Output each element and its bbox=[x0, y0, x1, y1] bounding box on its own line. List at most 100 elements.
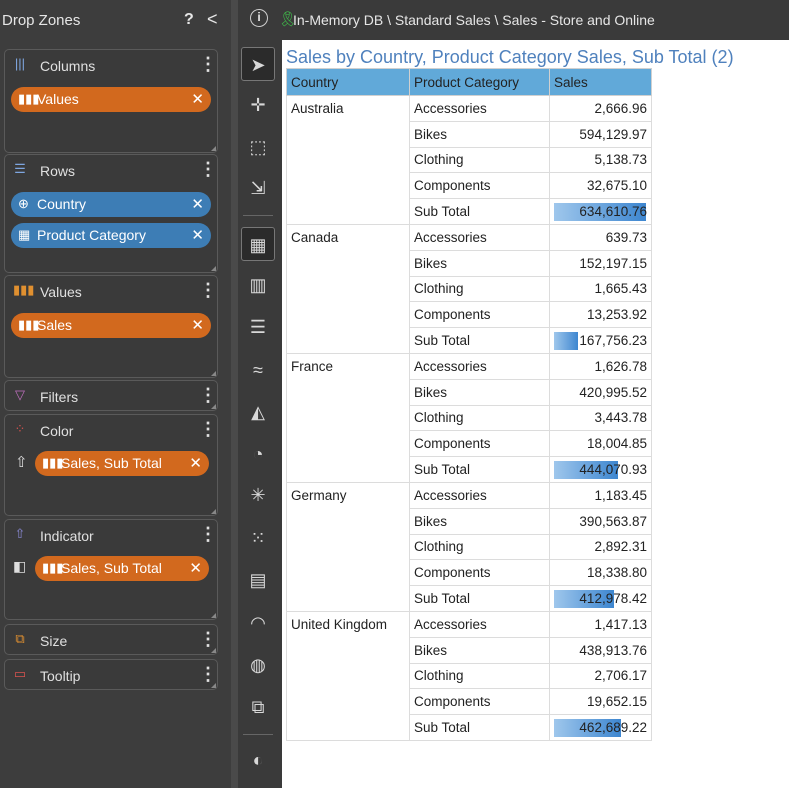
gauge-icon[interactable]: ◠ bbox=[250, 613, 266, 633]
remove-icon[interactable]: ✕ bbox=[189, 455, 202, 472]
table-row[interactable]: Components 19,652.15 bbox=[287, 688, 652, 716]
sales-value-cell[interactable]: 438,913.76 bbox=[549, 636, 652, 664]
subtotal-value-cell[interactable]: 444,070.93 bbox=[549, 456, 652, 483]
category-cell[interactable]: Clothing bbox=[409, 404, 550, 432]
category-cell[interactable]: Bikes bbox=[409, 636, 550, 664]
subtotal-value-cell[interactable]: 462,689.22 bbox=[549, 714, 652, 741]
table-row[interactable]: Components 32,675.10 bbox=[287, 172, 652, 200]
help-icon[interactable]: ? bbox=[184, 11, 194, 28]
pill-product-category[interactable]: ▦ Product Category ✕ bbox=[11, 223, 211, 248]
sales-value-cell[interactable]: 2,666.96 bbox=[549, 95, 652, 122]
sales-value-cell[interactable]: 18,338.80 bbox=[549, 559, 652, 587]
table-row[interactable]: Components 13,253.92 bbox=[287, 301, 652, 329]
pill-country[interactable]: ⊕ Country ✕ bbox=[11, 192, 211, 217]
subtotal-value-cell[interactable]: 412,978.42 bbox=[549, 585, 652, 612]
sales-value-cell[interactable]: 152,197.15 bbox=[549, 249, 652, 277]
resize-handle[interactable] bbox=[211, 146, 216, 151]
marquee-select-icon[interactable]: ⬚ bbox=[249, 137, 267, 157]
category-cell[interactable]: Accessories bbox=[409, 352, 550, 380]
category-cell[interactable]: Sub Total bbox=[409, 714, 550, 741]
kebab-menu-icon[interactable]: ⋮ bbox=[199, 54, 217, 74]
scatter-chart-icon[interactable]: ⁙ bbox=[250, 528, 266, 548]
kebab-menu-icon[interactable]: ⋮ bbox=[199, 419, 217, 439]
image-visual-icon[interactable]: ⧉ bbox=[251, 697, 265, 717]
category-cell[interactable]: Clothing bbox=[409, 275, 550, 303]
custom-visual-icon[interactable]: ◐ bbox=[252, 750, 264, 770]
kebab-menu-icon[interactable]: ⋮ bbox=[199, 524, 217, 544]
table-row[interactable]: Bikes 594,129.97 bbox=[287, 120, 652, 148]
radar-chart-icon[interactable]: ✳ bbox=[250, 485, 266, 505]
map-globe-icon[interactable]: ◍ bbox=[250, 655, 266, 675]
category-cell[interactable]: Components bbox=[409, 172, 550, 200]
category-cell[interactable]: Accessories bbox=[409, 223, 550, 251]
sales-value-cell[interactable]: 32,675.10 bbox=[549, 172, 652, 200]
columns-zone[interactable]: ||| Columns ⋮ ▮▮▮ Values ✕ bbox=[4, 49, 218, 153]
area-chart-icon[interactable]: ◭ bbox=[251, 402, 265, 422]
resize-handle[interactable] bbox=[211, 404, 216, 409]
resize-handle[interactable] bbox=[211, 648, 216, 653]
drill-pointer-icon[interactable]: ⇲ bbox=[250, 178, 266, 198]
kebab-menu-icon[interactable]: ⋮ bbox=[199, 629, 217, 649]
bar-chart-icon[interactable]: ☰ bbox=[249, 317, 267, 337]
values-zone[interactable]: ▮▮▮ Values ⋮ ▮▮▮ Sales ✕ bbox=[4, 275, 218, 378]
table-row[interactable]: Clothing 3,443.78 bbox=[287, 404, 652, 432]
category-cell[interactable]: Bikes bbox=[409, 507, 550, 535]
category-cell[interactable]: Clothing bbox=[409, 533, 550, 561]
country-cell[interactable]: United Kingdom bbox=[286, 610, 410, 741]
category-cell[interactable]: Accessories bbox=[409, 481, 550, 509]
resize-handle[interactable] bbox=[211, 509, 216, 514]
table-row[interactable]: Bikes 152,197.15 bbox=[287, 249, 652, 277]
table-row[interactable]: Sub Total 634,610.76 bbox=[287, 198, 652, 225]
category-cell[interactable]: Clothing bbox=[409, 662, 550, 690]
resize-handle[interactable] bbox=[211, 613, 216, 618]
pill-values[interactable]: ▮▮▮ Values ✕ bbox=[11, 87, 211, 112]
kebab-menu-icon[interactable]: ⋮ bbox=[199, 664, 217, 684]
sales-value-cell[interactable]: 2,892.31 bbox=[549, 533, 652, 561]
category-cell[interactable]: Accessories bbox=[409, 610, 550, 638]
sales-value-cell[interactable]: 5,138.73 bbox=[549, 146, 652, 174]
table-row[interactable]: Sub Total 412,978.42 bbox=[287, 585, 652, 612]
kebab-menu-icon[interactable]: ⋮ bbox=[199, 280, 217, 300]
remove-icon[interactable]: ✕ bbox=[191, 91, 204, 108]
country-cell[interactable]: Germany bbox=[286, 481, 410, 612]
sales-value-cell[interactable]: 420,995.52 bbox=[549, 378, 652, 406]
table-row[interactable]: Bikes 438,913.76 bbox=[287, 636, 652, 664]
rows-zone[interactable]: ☰ Rows ⋮ ⊕ Country ✕ ▦ Product Category … bbox=[4, 154, 218, 273]
category-cell[interactable]: Components bbox=[409, 559, 550, 587]
subtotal-value-cell[interactable]: 167,756.23 bbox=[549, 327, 652, 354]
pill-sales-subtotal[interactable]: ▮▮▮ Sales, Sub Total ✕ bbox=[35, 451, 209, 476]
indicator-bar-icon[interactable]: ◧ bbox=[13, 558, 27, 574]
category-cell[interactable]: Clothing bbox=[409, 146, 550, 174]
sales-value-cell[interactable]: 594,129.97 bbox=[549, 120, 652, 148]
sales-value-cell[interactable]: 1,626.78 bbox=[549, 352, 652, 380]
sales-value-cell[interactable]: 13,253.92 bbox=[549, 301, 652, 329]
sales-value-cell[interactable]: 2,706.17 bbox=[549, 662, 652, 690]
sales-value-cell[interactable]: 1,183.45 bbox=[549, 481, 652, 509]
kebab-menu-icon[interactable]: ⋮ bbox=[199, 159, 217, 179]
sales-value-cell[interactable]: 390,563.87 bbox=[549, 507, 652, 535]
country-cell[interactable]: Australia bbox=[286, 95, 410, 225]
remove-icon[interactable]: ✕ bbox=[191, 196, 204, 213]
resize-handle[interactable] bbox=[211, 371, 216, 376]
subtotal-value-cell[interactable]: 634,610.76 bbox=[549, 198, 652, 225]
indicator-zone[interactable]: ⇧ Indicator ⋮ ◧ ▮▮▮ Sales, Sub Total ✕ bbox=[4, 519, 218, 620]
category-cell[interactable]: Sub Total bbox=[409, 327, 550, 354]
remove-icon[interactable]: ✕ bbox=[191, 227, 204, 244]
line-chart-icon[interactable]: ≈ bbox=[253, 360, 263, 380]
country-cell[interactable]: France bbox=[286, 352, 410, 483]
table-row[interactable]: Clothing 2,892.31 bbox=[287, 533, 652, 561]
table-row[interactable]: Australia Accessories 2,666.96 bbox=[286, 95, 652, 225]
sales-value-cell[interactable]: 18,004.85 bbox=[549, 430, 652, 458]
category-cell[interactable]: Components bbox=[409, 688, 550, 716]
sales-value-cell[interactable]: 1,417.13 bbox=[549, 610, 652, 638]
pill-sales-subtotal-indicator[interactable]: ▮▮▮ Sales, Sub Total ✕ bbox=[35, 556, 209, 581]
table-row[interactable]: Sub Total 444,070.93 bbox=[287, 456, 652, 483]
table-row[interactable]: United Kingdom Accessories 1,417.13 bbox=[286, 610, 652, 741]
crosshair-tool-icon[interactable]: ✛ bbox=[250, 95, 266, 115]
sales-value-cell[interactable]: 639.73 bbox=[549, 223, 652, 251]
category-cell[interactable]: Accessories bbox=[409, 95, 550, 122]
kebab-menu-icon[interactable]: ⋮ bbox=[199, 385, 217, 405]
column-chart-icon[interactable]: ▥ bbox=[249, 275, 267, 295]
category-cell[interactable]: Sub Total bbox=[409, 585, 550, 612]
table-row[interactable]: Sub Total 462,689.22 bbox=[287, 714, 652, 741]
